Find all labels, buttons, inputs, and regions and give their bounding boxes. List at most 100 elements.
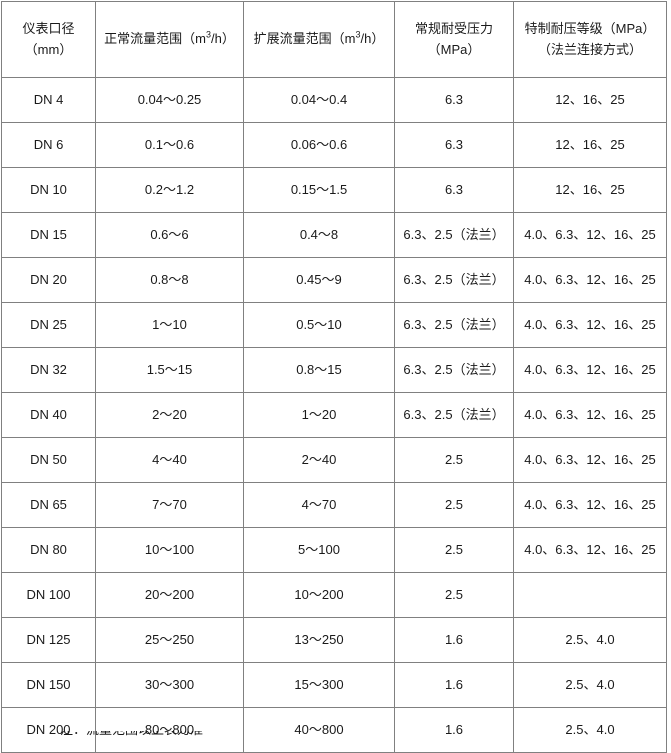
cell-diameter: DN 65 bbox=[1, 482, 96, 528]
column-header-special-pressure-text: 特制耐压等级（MPa）（法兰连接方式） bbox=[524, 21, 656, 57]
table-row: DN 150 30～300 15～300 1.6 2.5、4.0 bbox=[1, 662, 667, 708]
cell-standard-pressure: 6.3、2.5（法兰） bbox=[394, 392, 514, 438]
cell-special-pressure: 4.0、6.3、12、16、25 bbox=[513, 257, 667, 303]
cell-standard-pressure: 2.5 bbox=[394, 437, 514, 483]
cell-extended-range: 0.04～0.4 bbox=[243, 77, 395, 123]
column-header-diameter: 仪表口径（mm） bbox=[1, 1, 96, 78]
cell-normal-range: 2～20 bbox=[95, 392, 244, 438]
table-row: DN 100 20～200 10～200 2.5 bbox=[1, 572, 667, 618]
cell-standard-pressure: 2.5 bbox=[394, 572, 514, 618]
cell-diameter: DN 50 bbox=[1, 437, 96, 483]
clipped-footnote: 注：流量范围以上表为准 bbox=[60, 731, 360, 738]
table-row: DN 20 0.8～8 0.45～9 6.3、2.5（法兰） 4.0、6.3、12、16… bbox=[1, 257, 667, 303]
cell-standard-pressure: 6.3、2.5（法兰） bbox=[394, 302, 514, 348]
table-row: DN 32 1.5～15 0.8～15 6.3、2.5（法兰） 4.0、6.3、12、1… bbox=[1, 347, 667, 393]
cell-extended-range: 4～70 bbox=[243, 482, 395, 528]
table-body: DN 4 0.04～0.25 0.04～0.4 6.3 12、16、25 DN 6 0.1～… bbox=[1, 77, 667, 753]
cell-normal-range: 1～10 bbox=[95, 302, 244, 348]
cell-normal-range: 7～70 bbox=[95, 482, 244, 528]
table-row: DN 80 10～100 5～100 2.5 4.0、6.3、12、16、25 bbox=[1, 527, 667, 573]
cell-extended-range: 2～40 bbox=[243, 437, 395, 483]
cell-normal-range: 30～300 bbox=[95, 662, 244, 708]
cell-normal-range: 1.5～15 bbox=[95, 347, 244, 393]
cell-extended-range: 15～300 bbox=[243, 662, 395, 708]
cell-special-pressure: 2.5、4.0 bbox=[513, 662, 667, 708]
cell-standard-pressure: 1.6 bbox=[394, 707, 514, 753]
table-row: DN 25 1～10 0.5～10 6.3、2.5（法兰） 4.0、6.3、12、16、… bbox=[1, 302, 667, 348]
cell-standard-pressure: 6.3 bbox=[394, 77, 514, 123]
clipped-footnote-text: 注：流量范围以上表为准 bbox=[60, 731, 360, 738]
column-header-extended-range-unit: /h） bbox=[360, 31, 385, 47]
cell-extended-range: 0.06～0.6 bbox=[243, 122, 395, 168]
table-row: DN 40 2～20 1～20 6.3、2.5（法兰） 4.0、6.3、12、16、25 bbox=[1, 392, 667, 438]
cell-extended-range: 0.45～9 bbox=[243, 257, 395, 303]
column-header-extended-range: 扩展流量范围（m3/h） bbox=[243, 1, 395, 78]
cell-diameter: DN 125 bbox=[1, 617, 96, 663]
cell-diameter: DN 40 bbox=[1, 392, 96, 438]
cell-special-pressure: 4.0、6.3、12、16、25 bbox=[513, 527, 667, 573]
cell-diameter: DN 150 bbox=[1, 662, 96, 708]
cell-normal-range: 0.1～0.6 bbox=[95, 122, 244, 168]
cell-diameter: DN 20 bbox=[1, 257, 96, 303]
table-header: 仪表口径（mm） 正常流量范围（m3/h） 扩展流量范围（m3/h） 常规耐受压… bbox=[1, 1, 667, 78]
cell-normal-range: 20～200 bbox=[95, 572, 244, 618]
cell-special-pressure: 4.0、6.3、12、16、25 bbox=[513, 302, 667, 348]
table-row: DN 10 0.2～1.2 0.15～1.5 6.3 12、16、25 bbox=[1, 167, 667, 213]
cell-standard-pressure: 1.6 bbox=[394, 617, 514, 663]
cell-special-pressure: 4.0、6.3、12、16、25 bbox=[513, 347, 667, 393]
column-header-extended-range-text: 扩展流量范围（m bbox=[253, 31, 356, 47]
cell-extended-range: 1～20 bbox=[243, 392, 395, 438]
cell-standard-pressure: 6.3、2.5（法兰） bbox=[394, 257, 514, 303]
cell-normal-range: 0.2～1.2 bbox=[95, 167, 244, 213]
table-row: DN 15 0.6～6 0.4～8 6.3、2.5（法兰） 4.0、6.3、12、16、… bbox=[1, 212, 667, 258]
table-row: DN 4 0.04～0.25 0.04～0.4 6.3 12、16、25 bbox=[1, 77, 667, 123]
cell-normal-range: 0.04～0.25 bbox=[95, 77, 244, 123]
column-header-standard-pressure: 常规耐受压力（MPa） bbox=[394, 1, 514, 78]
cell-diameter: DN 6 bbox=[1, 122, 96, 168]
cell-diameter: DN 4 bbox=[1, 77, 96, 123]
cell-standard-pressure: 6.3 bbox=[394, 167, 514, 213]
cell-extended-range: 13～250 bbox=[243, 617, 395, 663]
cell-special-pressure: 12、16、25 bbox=[513, 122, 667, 168]
table-header-row: 仪表口径（mm） 正常流量范围（m3/h） 扩展流量范围（m3/h） 常规耐受压… bbox=[1, 1, 667, 78]
cell-diameter: DN 200 bbox=[1, 707, 96, 753]
superscript-3: 3 bbox=[355, 30, 361, 41]
cell-normal-range: 25～250 bbox=[95, 617, 244, 663]
cell-special-pressure: 2.5、4.0 bbox=[513, 617, 667, 663]
column-header-normal-range: 正常流量范围（m3/h） bbox=[95, 1, 244, 78]
table-row: DN 125 25～250 13～250 1.6 2.5、4.0 bbox=[1, 617, 667, 663]
cell-special-pressure: 4.0、6.3、12、16、25 bbox=[513, 437, 667, 483]
column-header-diameter-text: 仪表口径（mm） bbox=[22, 21, 75, 57]
cell-standard-pressure: 6.3、2.5（法兰） bbox=[394, 347, 514, 393]
cell-extended-range: 10～200 bbox=[243, 572, 395, 618]
cell-diameter: DN 25 bbox=[1, 302, 96, 348]
cell-standard-pressure: 2.5 bbox=[394, 527, 514, 573]
cell-standard-pressure: 6.3 bbox=[394, 122, 514, 168]
cell-diameter: DN 15 bbox=[1, 212, 96, 258]
cell-special-pressure: 12、16、25 bbox=[513, 77, 667, 123]
cell-normal-range: 10～100 bbox=[95, 527, 244, 573]
cell-normal-range: 80～800 bbox=[95, 707, 244, 753]
cell-diameter: DN 100 bbox=[1, 572, 96, 618]
cell-extended-range: 40～800 bbox=[243, 707, 395, 753]
cell-standard-pressure: 1.6 bbox=[394, 662, 514, 708]
cell-extended-range: 5～100 bbox=[243, 527, 395, 573]
cell-special-pressure: 4.0、6.3、12、16、25 bbox=[513, 482, 667, 528]
cell-extended-range: 0.15～1.5 bbox=[243, 167, 395, 213]
column-header-normal-range-unit: /h） bbox=[211, 31, 235, 47]
cell-special-pressure: 4.0、6.3、12、16、25 bbox=[513, 212, 667, 258]
cell-extended-range: 0.5～10 bbox=[243, 302, 395, 348]
cell-normal-range: 0.6～6 bbox=[95, 212, 244, 258]
superscript-3: 3 bbox=[205, 30, 211, 41]
cell-diameter: DN 10 bbox=[1, 167, 96, 213]
column-header-special-pressure: 特制耐压等级（MPa）（法兰连接方式） bbox=[513, 1, 667, 78]
table-row: DN 6 0.1～0.6 0.06～0.6 6.3 12、16、25 bbox=[1, 122, 667, 168]
cell-extended-range: 0.4～8 bbox=[243, 212, 395, 258]
cell-normal-range: 4～40 bbox=[95, 437, 244, 483]
cell-standard-pressure: 6.3、2.5（法兰） bbox=[394, 212, 514, 258]
cell-special-pressure: 4.0、6.3、12、16、25 bbox=[513, 392, 667, 438]
cell-special-pressure bbox=[513, 572, 667, 618]
cell-standard-pressure: 2.5 bbox=[394, 482, 514, 528]
cell-special-pressure: 2.5、4.0 bbox=[513, 707, 667, 753]
